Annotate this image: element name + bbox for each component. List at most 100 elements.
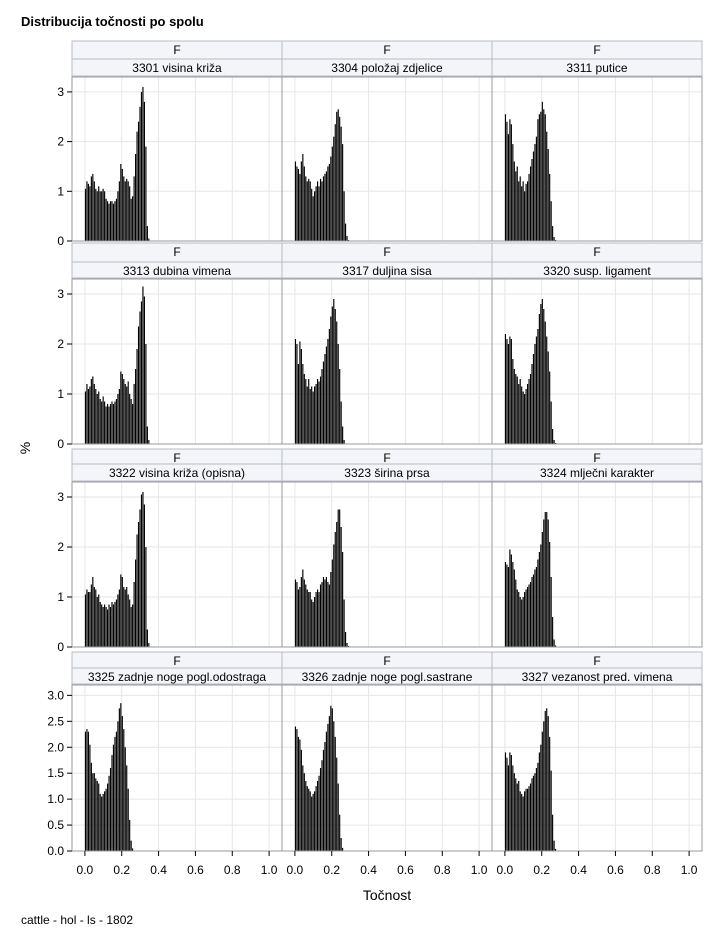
histogram-bar bbox=[314, 386, 316, 444]
histogram-bar bbox=[108, 203, 110, 241]
histogram-bar bbox=[534, 344, 536, 444]
histogram-bar bbox=[537, 329, 539, 444]
histogram-bar bbox=[120, 574, 122, 647]
panel-frame bbox=[491, 481, 703, 648]
histogram-bar bbox=[127, 181, 129, 241]
histogram-bar bbox=[308, 379, 310, 444]
histogram-bar bbox=[130, 840, 132, 852]
histogram-bar bbox=[550, 770, 552, 851]
histogram-bar bbox=[99, 191, 101, 241]
histogram-bar bbox=[98, 594, 100, 647]
x-tick-label: 0.8 bbox=[224, 863, 241, 877]
histogram-bar bbox=[318, 186, 320, 241]
panel-title: 3320 susp. ligament bbox=[543, 264, 651, 278]
histogram-bar bbox=[309, 592, 311, 647]
histogram-bar bbox=[513, 773, 515, 851]
histogram-bar bbox=[93, 181, 95, 241]
histogram-bar bbox=[93, 773, 95, 851]
histogram-bar bbox=[333, 544, 335, 647]
histogram-bar bbox=[529, 374, 532, 444]
histogram-bar bbox=[322, 176, 325, 241]
histogram-bar bbox=[124, 589, 126, 647]
histogram-bar bbox=[544, 512, 546, 647]
histogram-bar bbox=[92, 577, 94, 647]
y-axis-title: % bbox=[17, 442, 33, 454]
histogram-bar bbox=[306, 589, 308, 647]
histogram-bar bbox=[342, 144, 344, 241]
histogram-bar bbox=[527, 384, 529, 444]
histogram-bar bbox=[534, 144, 536, 241]
histogram-bar bbox=[518, 181, 520, 241]
histogram-bar bbox=[311, 386, 313, 444]
histogram-bar bbox=[319, 376, 322, 444]
histogram-bar bbox=[550, 401, 552, 444]
histogram-bar bbox=[127, 788, 129, 851]
histogram-bar bbox=[324, 742, 326, 851]
histogram-bar bbox=[123, 587, 125, 647]
panel-title: 3301 visina križa bbox=[132, 61, 222, 75]
histogram-bar bbox=[531, 364, 533, 444]
histogram-bar bbox=[312, 196, 314, 241]
histogram-bar bbox=[87, 389, 89, 444]
panel-title: 3304 položaj zdjelice bbox=[331, 61, 443, 75]
histogram-bar bbox=[312, 391, 314, 444]
histogram-bar bbox=[136, 131, 138, 241]
y-tick-label: 1 bbox=[57, 184, 64, 198]
histogram-bar bbox=[327, 339, 329, 444]
histogram-bar bbox=[321, 181, 323, 241]
histogram-bar bbox=[87, 592, 89, 647]
histogram-bar bbox=[303, 166, 305, 241]
histogram-bar bbox=[336, 522, 338, 647]
histogram-bar bbox=[123, 729, 125, 851]
histogram-bar bbox=[90, 176, 92, 241]
histogram-bar bbox=[330, 156, 332, 241]
panel-strip-row-label: F bbox=[173, 451, 180, 465]
histogram-bar bbox=[96, 191, 98, 241]
y-tick-label: 0.5 bbox=[47, 818, 64, 832]
chart-title: Distribucija točnosti po spolu bbox=[21, 14, 204, 29]
histogram-bar bbox=[314, 191, 316, 241]
histogram-bar bbox=[538, 752, 540, 851]
histogram-bar bbox=[299, 587, 301, 647]
histogram-bar bbox=[86, 384, 88, 444]
panel-strip-col bbox=[491, 261, 703, 279]
histogram-bar bbox=[312, 602, 314, 647]
histogram-bar bbox=[519, 379, 521, 444]
histogram-bar bbox=[92, 376, 94, 444]
histogram-bar bbox=[117, 594, 119, 647]
histogram-bar bbox=[315, 786, 317, 851]
histogram-bar bbox=[132, 404, 134, 444]
histogram-bar bbox=[346, 236, 348, 241]
histogram-bar bbox=[139, 311, 141, 444]
histogram-bar bbox=[325, 346, 327, 444]
histogram-bar bbox=[334, 309, 336, 444]
histogram-bar bbox=[135, 154, 137, 241]
histogram-bar bbox=[333, 299, 335, 444]
histogram-bar bbox=[112, 203, 115, 241]
histogram-bar bbox=[531, 778, 533, 852]
histogram-bar bbox=[534, 773, 536, 851]
histogram-bar bbox=[87, 731, 89, 851]
histogram-bar bbox=[324, 354, 326, 444]
histogram-bar bbox=[510, 755, 512, 851]
histogram-bar bbox=[306, 386, 308, 444]
histogram-bar bbox=[98, 783, 100, 851]
histogram-bar bbox=[504, 114, 507, 241]
panel-strip-row-label: F bbox=[383, 654, 390, 668]
histogram-bar bbox=[509, 549, 511, 647]
histogram-bar bbox=[102, 793, 104, 851]
histogram-bar bbox=[95, 389, 97, 444]
histogram-bar bbox=[137, 326, 140, 444]
histogram-bar bbox=[513, 161, 515, 241]
histogram-bar bbox=[330, 572, 332, 647]
histogram-bar bbox=[129, 599, 131, 647]
histogram-bar bbox=[521, 793, 523, 851]
histogram-bar bbox=[513, 569, 515, 647]
histogram-bar bbox=[531, 577, 533, 647]
histogram-bar bbox=[124, 384, 126, 444]
histogram-bar bbox=[101, 604, 103, 647]
histogram-bar bbox=[524, 592, 526, 647]
histogram-bar bbox=[98, 186, 100, 241]
histogram-bar bbox=[102, 607, 104, 647]
